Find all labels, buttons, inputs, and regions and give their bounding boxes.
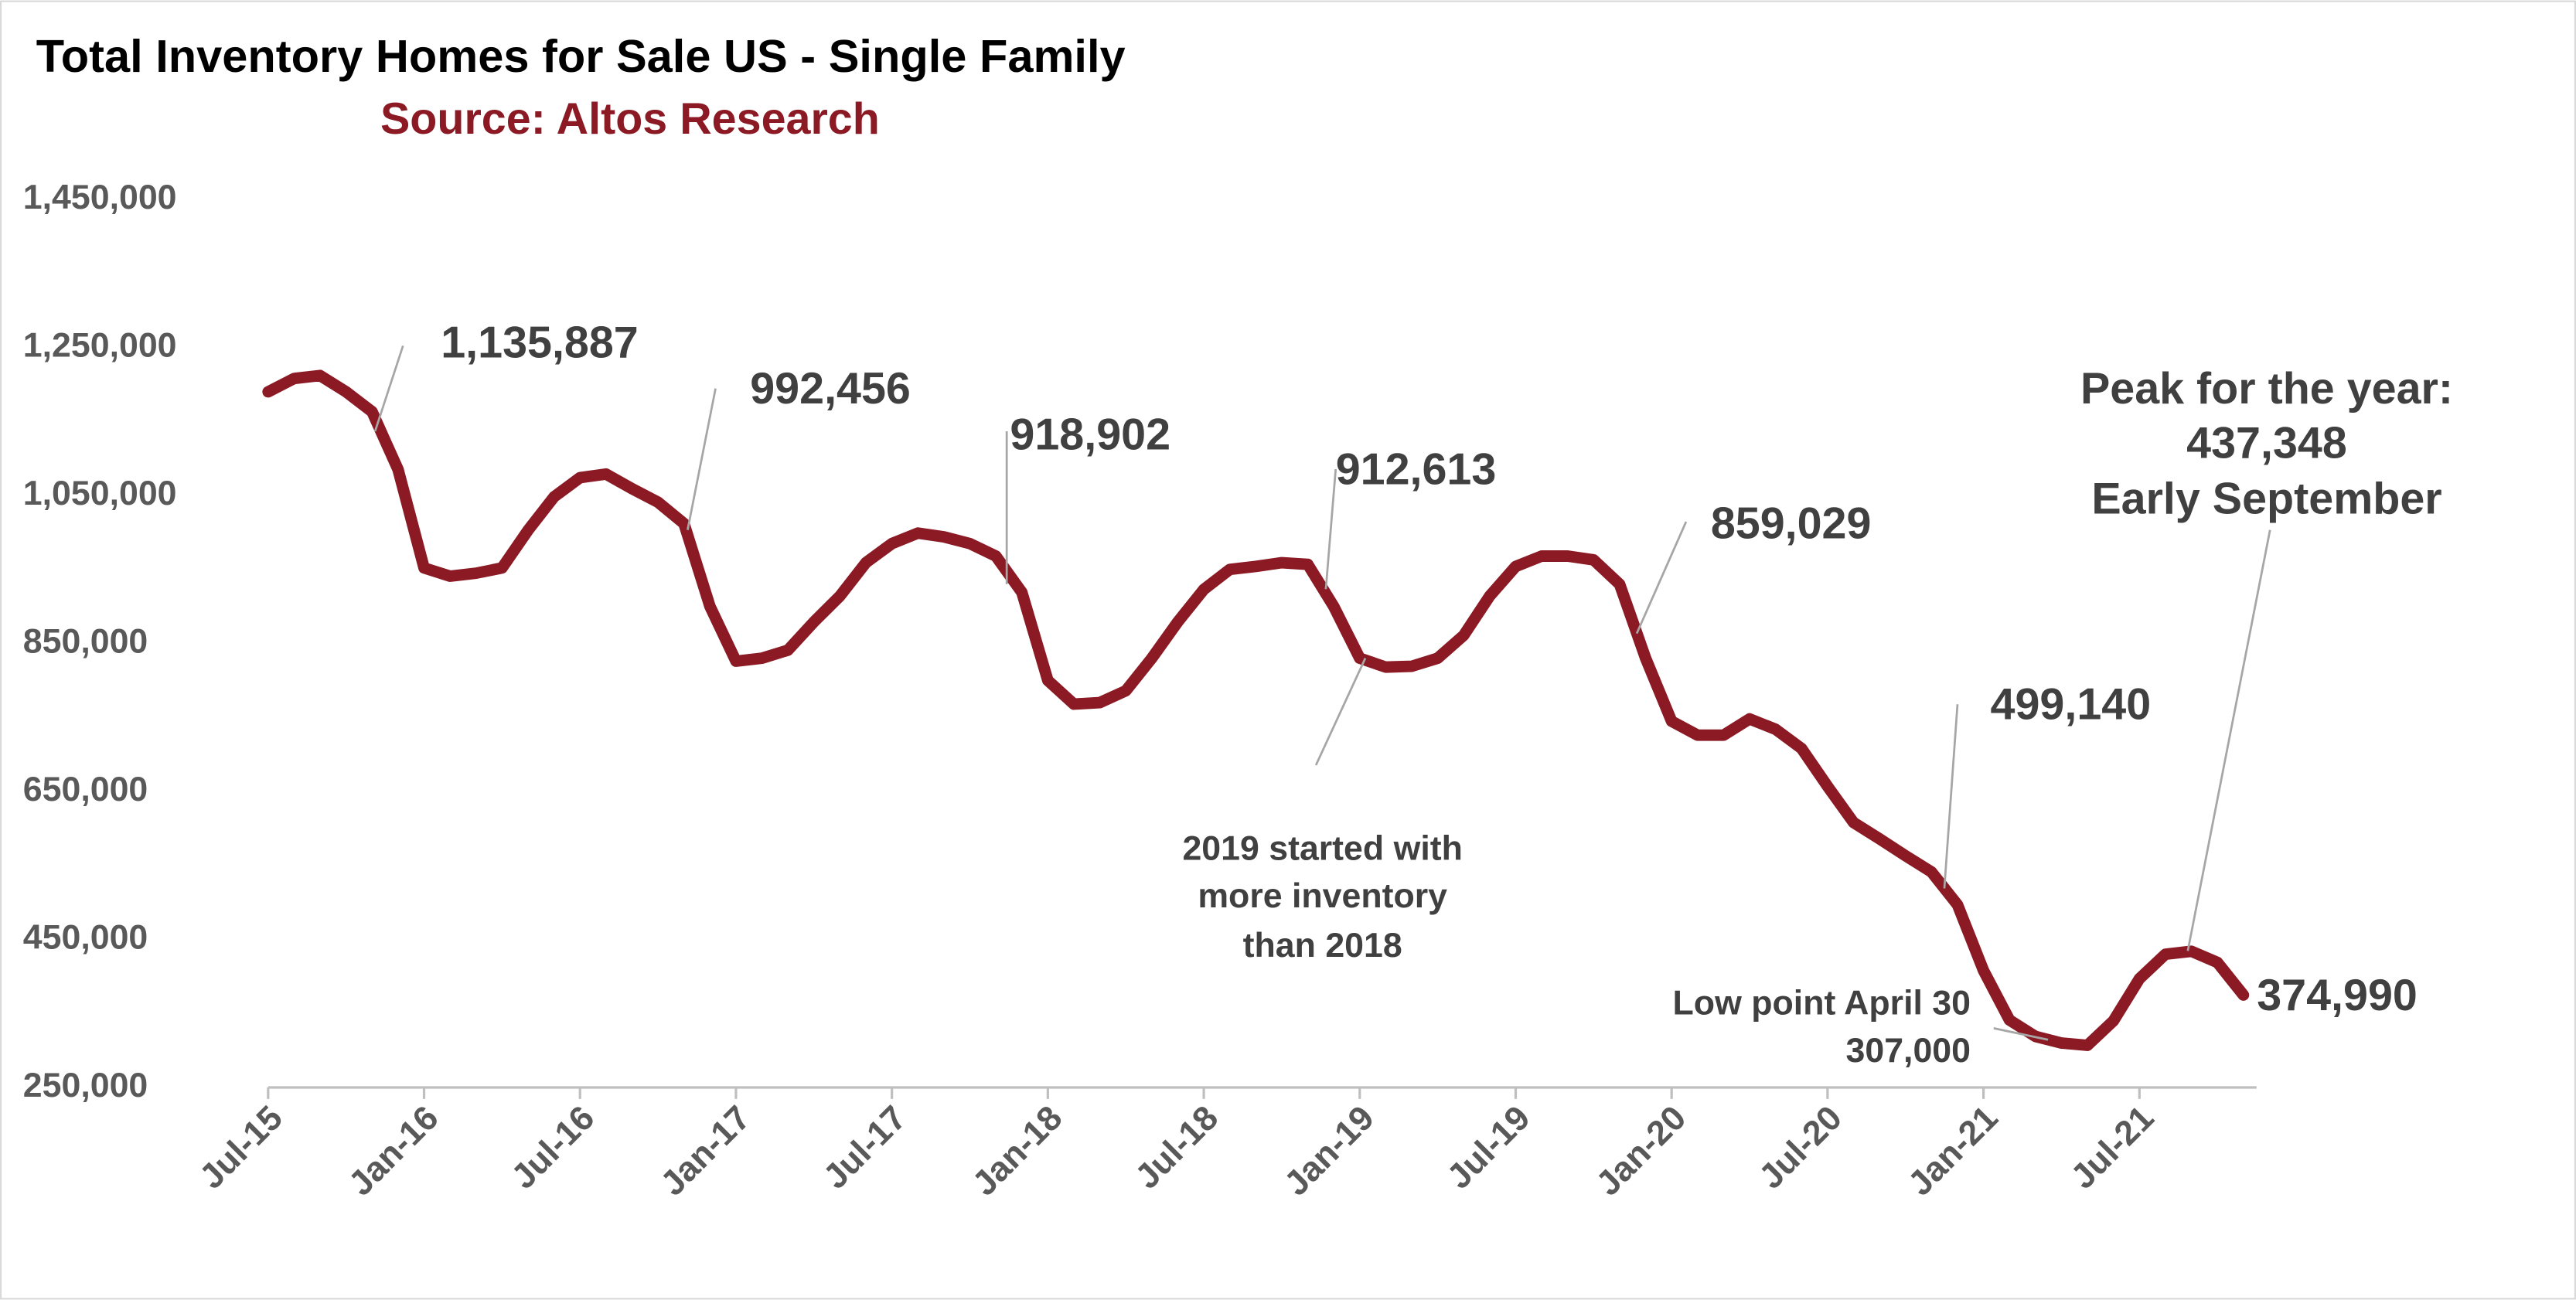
annotation: 918,902 <box>1010 410 1170 460</box>
annotation: 1,135,887 <box>441 318 639 368</box>
annotation: 912,613 <box>1336 444 1497 494</box>
annotation-leader <box>373 345 404 432</box>
y-tick-label: 450,000 <box>23 918 148 956</box>
y-tick-label: 850,000 <box>23 622 148 660</box>
annotation-leader <box>1943 704 1959 889</box>
annotation-leader <box>1635 521 1688 635</box>
y-tick-label: 1,450,000 <box>23 179 177 216</box>
data-line <box>262 369 2250 1051</box>
annotation: Peak for the year: <box>2080 364 2453 413</box>
y-tick-label: 1,250,000 <box>23 326 177 364</box>
annotation: 437,348 <box>2186 418 2347 468</box>
annotation: more inventory <box>1198 877 1447 915</box>
y-tick-label: 650,000 <box>23 771 148 808</box>
chart-title: Total Inventory Homes for Sale US - Sing… <box>36 30 1126 82</box>
annotation-leader <box>1324 468 1337 590</box>
chart-subtitle: Source: Altos Research <box>380 94 880 144</box>
annotation: than 2018 <box>1243 927 1402 965</box>
annotation: 992,456 <box>750 364 911 413</box>
annotation: Early September <box>2091 475 2441 524</box>
annotation: Low point April 30 <box>1673 984 1971 1022</box>
annotation: 307,000 <box>1846 1032 1971 1070</box>
annotation-leader <box>2186 529 2271 951</box>
annotation-leader <box>1993 1027 2049 1041</box>
y-tick-label: 250,000 <box>23 1067 148 1104</box>
annotation: 374,990 <box>2257 971 2418 1020</box>
annotation-leader <box>1314 658 1367 766</box>
annotation-leader <box>687 388 717 530</box>
annotation: 859,029 <box>1711 499 1872 549</box>
annotation: 499,140 <box>1991 680 2152 730</box>
annotation: 2019 started with <box>1182 829 1462 867</box>
y-tick-label: 1,050,000 <box>23 475 177 512</box>
